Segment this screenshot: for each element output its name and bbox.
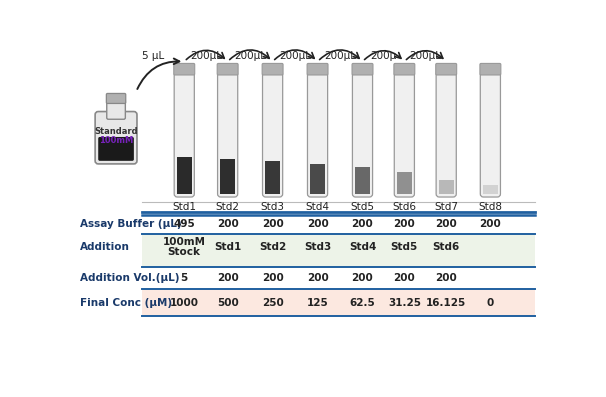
FancyBboxPatch shape bbox=[262, 64, 283, 75]
Text: Stock: Stock bbox=[168, 247, 201, 257]
Bar bbox=[177, 156, 191, 194]
FancyBboxPatch shape bbox=[95, 112, 137, 164]
Text: Std1: Std1 bbox=[172, 202, 196, 212]
FancyBboxPatch shape bbox=[352, 64, 373, 75]
Text: Std3: Std3 bbox=[261, 202, 285, 212]
FancyBboxPatch shape bbox=[107, 93, 125, 104]
FancyBboxPatch shape bbox=[395, 72, 415, 197]
Text: Final Conc (μM): Final Conc (μM) bbox=[81, 297, 173, 308]
Text: 200: 200 bbox=[351, 219, 373, 229]
FancyBboxPatch shape bbox=[436, 72, 456, 197]
Bar bbox=[397, 172, 411, 194]
FancyBboxPatch shape bbox=[174, 64, 195, 75]
Text: 495: 495 bbox=[173, 219, 195, 229]
Text: Std4: Std4 bbox=[305, 202, 330, 212]
Text: 5 μL: 5 μL bbox=[142, 52, 164, 62]
Bar bbox=[142, 267, 534, 289]
Text: 200: 200 bbox=[351, 273, 373, 283]
Text: 125: 125 bbox=[307, 297, 328, 308]
Bar bbox=[142, 234, 534, 267]
FancyBboxPatch shape bbox=[307, 64, 328, 75]
Text: 250: 250 bbox=[262, 297, 284, 308]
Text: 1000: 1000 bbox=[170, 297, 199, 308]
Bar bbox=[221, 159, 235, 194]
Bar bbox=[355, 168, 370, 194]
Text: 500: 500 bbox=[217, 297, 239, 308]
Text: 200μL: 200μL bbox=[190, 52, 222, 62]
FancyBboxPatch shape bbox=[394, 64, 415, 75]
Text: Standard: Standard bbox=[95, 127, 138, 136]
Text: Std6: Std6 bbox=[392, 202, 416, 212]
Text: 200: 200 bbox=[262, 273, 284, 283]
Text: 200μ: 200μ bbox=[370, 52, 396, 62]
Text: 62.5: 62.5 bbox=[350, 297, 375, 308]
Text: 200μL: 200μL bbox=[279, 52, 311, 62]
FancyBboxPatch shape bbox=[218, 72, 238, 197]
Text: Assay Buffer (μL): Assay Buffer (μL) bbox=[81, 219, 182, 229]
FancyBboxPatch shape bbox=[436, 64, 457, 75]
Text: 200: 200 bbox=[435, 219, 457, 229]
Text: 200: 200 bbox=[393, 273, 415, 283]
Text: 16.125: 16.125 bbox=[426, 297, 467, 308]
Bar bbox=[142, 215, 534, 234]
Text: Std5: Std5 bbox=[350, 202, 375, 212]
Text: 0: 0 bbox=[487, 297, 494, 308]
FancyBboxPatch shape bbox=[98, 137, 134, 161]
Text: Std6: Std6 bbox=[433, 242, 460, 252]
FancyBboxPatch shape bbox=[107, 99, 125, 119]
Text: 31.25: 31.25 bbox=[388, 297, 421, 308]
Text: Addition Vol.(μL): Addition Vol.(μL) bbox=[81, 273, 180, 283]
Text: 200: 200 bbox=[479, 219, 501, 229]
Text: 100mM: 100mM bbox=[163, 237, 206, 247]
FancyBboxPatch shape bbox=[307, 72, 328, 197]
FancyBboxPatch shape bbox=[217, 64, 238, 75]
FancyBboxPatch shape bbox=[480, 64, 501, 75]
Text: 100mM: 100mM bbox=[99, 136, 133, 145]
Text: Std4: Std4 bbox=[349, 242, 376, 252]
Text: 200: 200 bbox=[307, 273, 328, 283]
Text: 200: 200 bbox=[393, 219, 415, 229]
Bar bbox=[310, 164, 325, 194]
Text: Std3: Std3 bbox=[304, 242, 331, 252]
Text: 200: 200 bbox=[217, 273, 239, 283]
Text: Std7: Std7 bbox=[435, 202, 458, 212]
Text: 200: 200 bbox=[217, 219, 239, 229]
Text: Addition: Addition bbox=[81, 242, 130, 252]
Text: Std1: Std1 bbox=[214, 242, 241, 252]
Text: 200: 200 bbox=[435, 273, 457, 283]
Text: Std2: Std2 bbox=[259, 242, 286, 252]
Text: 5: 5 bbox=[181, 273, 188, 283]
Text: 200μL: 200μL bbox=[324, 52, 356, 62]
Text: Std8: Std8 bbox=[478, 202, 502, 212]
FancyBboxPatch shape bbox=[174, 72, 195, 197]
Text: Std5: Std5 bbox=[391, 242, 418, 252]
Text: 200: 200 bbox=[307, 219, 328, 229]
FancyBboxPatch shape bbox=[353, 72, 373, 197]
Text: 200: 200 bbox=[262, 219, 284, 229]
Text: Std2: Std2 bbox=[216, 202, 239, 212]
Bar bbox=[483, 185, 498, 194]
FancyBboxPatch shape bbox=[262, 72, 282, 197]
Text: 200μL: 200μL bbox=[234, 52, 266, 62]
Bar bbox=[265, 162, 280, 194]
Text: 200μL: 200μL bbox=[409, 52, 441, 62]
Bar bbox=[439, 180, 453, 194]
Bar bbox=[142, 289, 534, 316]
FancyBboxPatch shape bbox=[481, 72, 501, 197]
